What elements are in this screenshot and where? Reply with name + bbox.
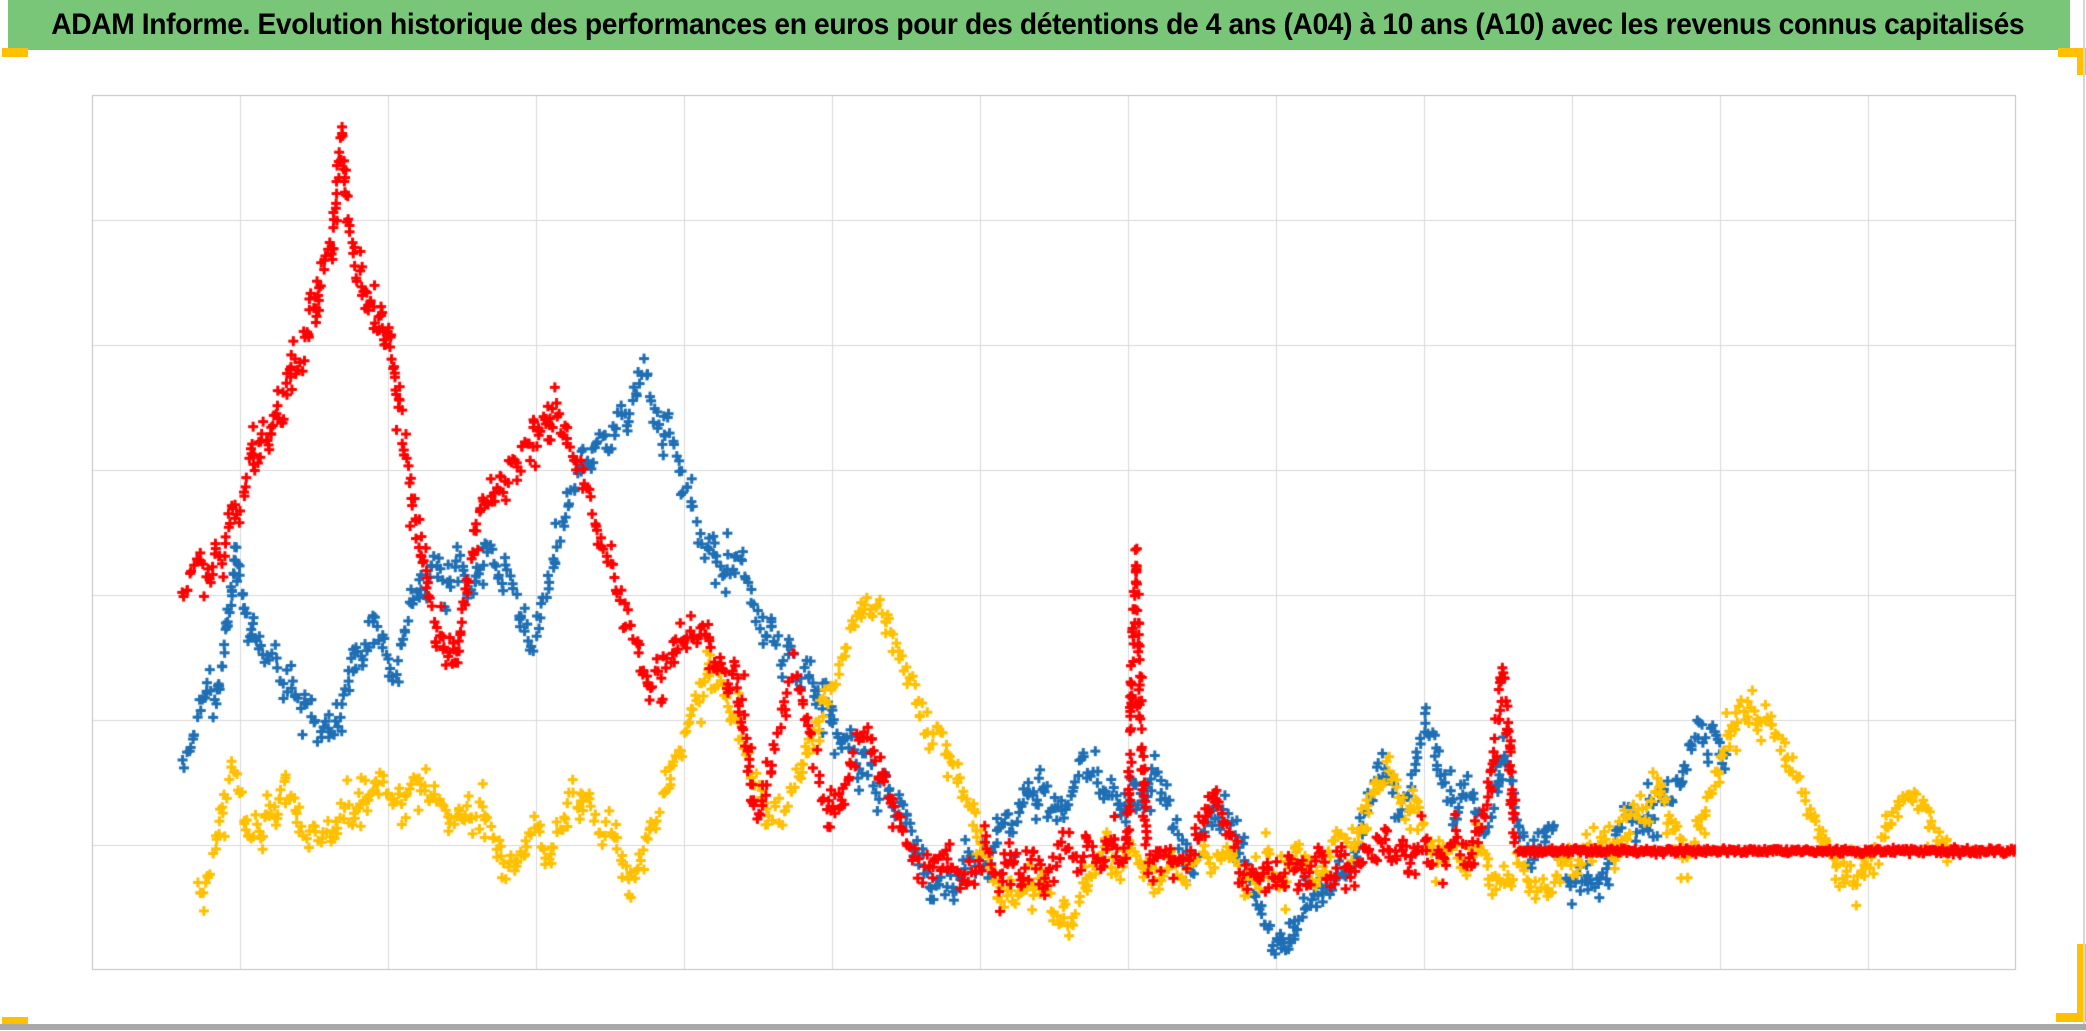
selection-handle-top-left[interactable] <box>2 48 28 57</box>
chart-title: ADAM Informe. Evolution historique des p… <box>51 8 2025 41</box>
window-bottom-edge <box>0 1024 2086 1030</box>
chart-object[interactable] <box>92 95 2016 970</box>
selection-handle-top-right[interactable] <box>2058 48 2086 57</box>
window-right-edge <box>2083 0 2085 1024</box>
selection-handle-top-right-vertical[interactable] <box>2077 48 2086 75</box>
selection-handle-bottom-right-vertical[interactable] <box>2077 944 2086 1022</box>
selection-handle-bottom-left[interactable] <box>2 1017 28 1028</box>
chart-title-bar: ADAM Informe. Evolution historique des p… <box>8 0 2070 50</box>
selection-handle-bottom-right[interactable] <box>2056 1013 2086 1022</box>
